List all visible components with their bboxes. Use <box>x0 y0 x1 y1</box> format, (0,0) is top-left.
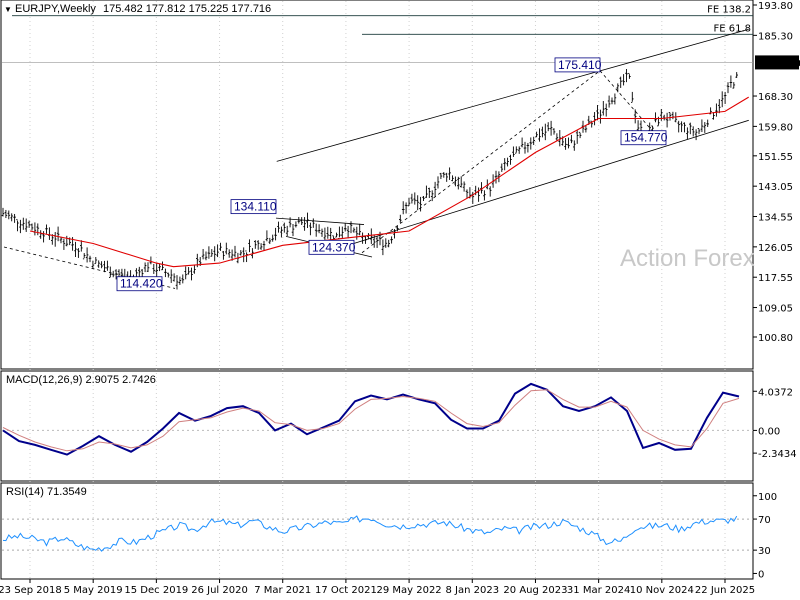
channel-lower-line <box>342 119 749 248</box>
rsi-layer: 100 70 30 0 <box>2 492 777 580</box>
rsi-header: RSI(14) 71.3549 <box>6 486 87 498</box>
macd-tick-label: -2.3434 <box>758 449 797 460</box>
x-tick-label: 15 Dec 2019 <box>124 585 188 596</box>
x-tick-label: 8 Jan 2023 <box>445 585 499 596</box>
annotation-label: 124.370 <box>312 240 356 254</box>
price-bars <box>1 68 738 290</box>
last-price-box <box>755 55 799 70</box>
y-tick-label: 168.30 <box>758 92 793 103</box>
grid-layer <box>2 1 753 578</box>
annotation-box <box>230 199 277 215</box>
date-x-axis: 23 Sep 2018 5 May 2019 15 Dec 2019 26 Jul 2… <box>0 579 755 596</box>
annotation-label: 175.410 <box>558 58 602 72</box>
x-tick-label: 10 Nov 2024 <box>630 585 694 596</box>
last-price-label: 177.716 <box>759 58 800 69</box>
y-tick-label: 100.80 <box>758 333 793 344</box>
channel-upper-line <box>276 28 749 162</box>
annotation-label: 114.420 <box>120 277 163 291</box>
x-tick-label: 26 Jul 2020 <box>191 585 248 596</box>
flag-top-line <box>275 217 365 225</box>
macd-tick-label: 0.00 <box>758 426 780 437</box>
rsi-tick-label: 100 <box>758 492 777 503</box>
x-tick-label: 7 Mar 2021 <box>254 585 311 596</box>
macd-tick-label: 4.0372 <box>758 387 793 398</box>
moving-average-line <box>29 96 749 268</box>
rsi-tick-label: 30 <box>758 546 771 557</box>
ohlc-label: 175.482 177.812 175.225 177.716 <box>102 3 272 15</box>
x-tick-label: 23 Sep 2018 <box>0 585 62 596</box>
y-tick-label: 126.05 <box>758 243 793 254</box>
x-tick-label: 5 May 2019 <box>64 585 123 596</box>
y-tick-label: 134.55 <box>758 213 793 224</box>
price-y-axis: 193.80 185.30 177.716 168.30 159.80 151.55 143… <box>753 1 800 344</box>
annotation-box <box>554 57 601 73</box>
rsi-tick-label: 70 <box>758 515 771 526</box>
y-tick-label: 185.30 <box>758 31 793 42</box>
fe-level-label: FE 61.8 <box>713 23 751 34</box>
annotation-layer: 134.110 124.370 114.420 175.410 154.770 <box>116 57 668 292</box>
rsi-tick-label: 0 <box>758 569 764 580</box>
annotation-label: 154.770 <box>624 131 668 145</box>
y-tick-label: 193.80 <box>758 1 793 12</box>
annotation-box <box>620 130 667 146</box>
y-tick-label: 117.55 <box>758 273 793 284</box>
x-tick-label: 20 Aug 2023 <box>503 585 567 596</box>
annotation-label: 134.110 <box>234 200 277 214</box>
symbol-label: EURJPY,Weekly <box>14 3 96 15</box>
y-tick-label: 159.80 <box>758 122 793 133</box>
price-pane-frame <box>0 0 754 370</box>
x-tick-label: 31 Mar 2024 <box>567 585 630 596</box>
rsi-line <box>2 515 738 552</box>
moving-average-layer <box>29 96 749 268</box>
dashed-trendline-2021 <box>361 70 601 254</box>
macd-header: MACD(12,26,9) 2.9075 2.7426 <box>6 374 156 386</box>
macd-line <box>2 382 740 456</box>
macd-pane-frame <box>0 370 754 482</box>
collapse-arrow-icon[interactable]: ▼ <box>4 5 12 14</box>
watermark: Action Forex <box>620 245 755 272</box>
chart-header: ▼ EURJPY,Weekly 175.482 177.812 175.225 … <box>4 3 271 15</box>
y-tick-label: 151.55 <box>758 152 793 163</box>
x-tick-label: 22 Jun 2025 <box>695 585 755 596</box>
fe-level-label: FE 138.2 <box>707 5 751 16</box>
y-tick-label: 109.05 <box>758 304 793 315</box>
macd-layer: 4.0372 0.00 -2.3434 <box>2 382 797 460</box>
x-tick-label: 17 Oct 2021 <box>315 585 377 596</box>
signal-line <box>2 389 740 452</box>
x-tick-label: 29 May 2022 <box>376 585 441 596</box>
annotation-box <box>308 239 355 255</box>
dashed-trendline-2024 <box>599 70 665 145</box>
y-tick-label: 143.05 <box>758 182 793 193</box>
rsi-pane-frame <box>0 482 754 580</box>
annotation-box <box>116 276 163 292</box>
